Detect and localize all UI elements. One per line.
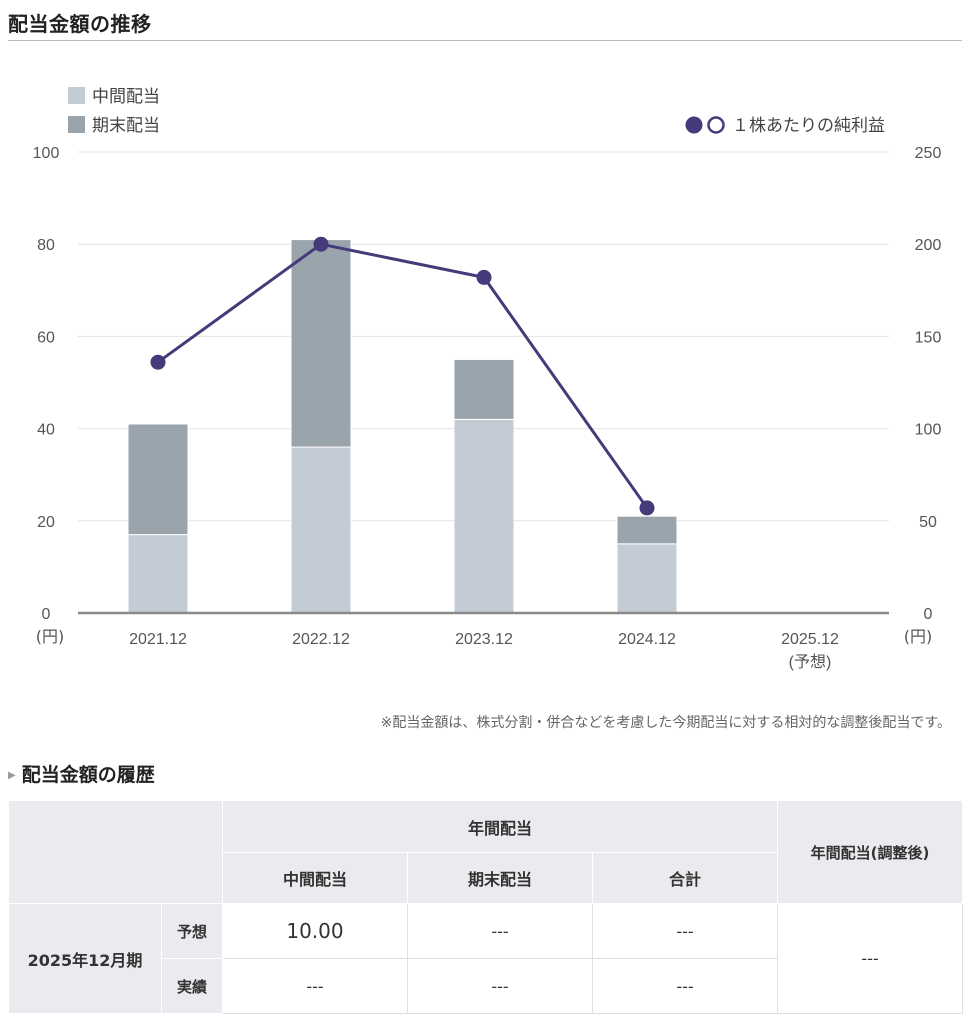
- bar-interim: [616, 543, 678, 614]
- y-left-tick-label: 20: [37, 514, 55, 531]
- header-yearend: 期末配当: [407, 852, 593, 904]
- table-row: 2025年12月期 予想 10.00 --- --- ---: [8, 903, 963, 1014]
- bar-yearend: [290, 239, 352, 448]
- adjustment-note: ※配当金額は、株式分割・併合などを考慮した今期配当に対する相対的な調整後配当です…: [380, 715, 951, 731]
- bar-yearend: [127, 423, 189, 536]
- section-divider: [8, 40, 962, 41]
- y-left-unit: (円): [36, 627, 65, 646]
- cell-forecast-interim: 10.00: [222, 903, 408, 959]
- legend-label-interim: 中間配当: [92, 87, 160, 107]
- y-right-tick-label: 150: [915, 329, 942, 346]
- bar-yearend: [616, 515, 678, 545]
- bar-interim: [453, 418, 515, 614]
- header-annual: 年間配当: [222, 800, 778, 853]
- table-row: 実績 --- --- ---: [9, 958, 963, 1014]
- x-tick-sublabel: (予想): [789, 653, 832, 671]
- bar-layer: [127, 239, 678, 614]
- y-left-tick-label: 40: [37, 422, 55, 439]
- legend-swatch-interim: [68, 87, 85, 104]
- y-left-tick-label: 80: [37, 237, 55, 254]
- eps-line: [157, 242, 649, 509]
- eps-point: [150, 354, 166, 370]
- y-left-tick-label: 100: [33, 145, 60, 162]
- x-tick-label: 2024.12: [618, 631, 676, 648]
- cell-adjusted: ---: [777, 903, 963, 1014]
- x-tick-label: 2022.12: [292, 631, 350, 648]
- bar-yearend: [453, 358, 515, 420]
- header-total: 合計: [592, 852, 778, 904]
- bar-interim: [127, 534, 189, 614]
- header-blank: [8, 800, 223, 904]
- eps-point: [313, 236, 329, 252]
- history-title: ▶ 配当金額の履歴: [8, 760, 155, 787]
- y-right-tick-label: 0: [924, 606, 933, 623]
- dividend-history-table: 年間配当 年間配当(調整後) 中間配当 期末配当 合計 2025年12月期 予想…: [8, 800, 963, 1014]
- x-tick-label: 2021.12: [129, 631, 187, 648]
- y-left-tick-label: 60: [37, 329, 55, 346]
- cell-actual-yearend: ---: [407, 958, 593, 1014]
- legend-eps-hollow-icon: [707, 116, 725, 134]
- y-right-tick-label: 250: [915, 145, 942, 162]
- bar-interim: [290, 446, 352, 614]
- row-label-forecast: 予想: [161, 903, 223, 959]
- period-label: 2025年12月期: [8, 903, 162, 1014]
- tick-layer: 0 20 40 60 80 100 0 50 100 150 200 250 2021.12 2022.1…: [33, 145, 942, 671]
- header-interim: 中間配当: [222, 852, 408, 904]
- cell-forecast-yearend: ---: [407, 903, 593, 959]
- y-right-tick-label: 200: [915, 237, 942, 254]
- eps-line-layer: [150, 236, 655, 516]
- cell-actual-total: ---: [592, 958, 778, 1014]
- x-tick-label: 2025.12: [781, 631, 839, 648]
- header-adjusted: 年間配当(調整後): [777, 800, 963, 904]
- legend-eps-filled-icon: [685, 116, 703, 134]
- legend-label-eps: １株あたりの純利益: [732, 116, 885, 136]
- x-tick-label: 2023.12: [455, 631, 513, 648]
- legend-label-yearend: 期末配当: [92, 116, 160, 136]
- row-label-actual: 実績: [161, 958, 223, 1014]
- history-title-text: 配当金額の履歴: [21, 764, 155, 786]
- cell-forecast-total: ---: [592, 903, 778, 959]
- cell-actual-interim: ---: [222, 958, 408, 1014]
- y-right-tick-label: 100: [915, 422, 942, 439]
- y-left-tick-label: 0: [42, 606, 51, 623]
- dividend-chart: 0 20 40 60 80 100 0 50 100 150 200 250 2021.12 2022.1…: [33, 87, 942, 671]
- section-title: 配当金額の推移: [8, 12, 152, 36]
- eps-point: [639, 500, 655, 516]
- y-right-tick-label: 50: [919, 514, 937, 531]
- caret-right-icon: ▶: [8, 770, 16, 781]
- legend-swatch-yearend: [68, 116, 85, 133]
- y-right-unit: (円): [904, 627, 933, 646]
- eps-point: [476, 269, 492, 285]
